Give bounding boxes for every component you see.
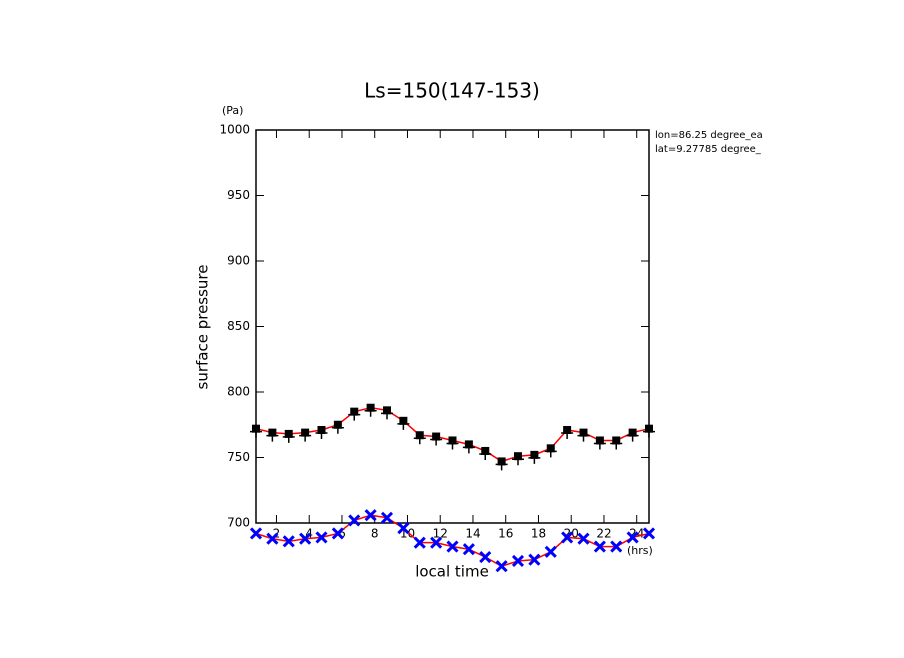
marker-plus bbox=[462, 441, 475, 454]
marker-plus bbox=[610, 437, 623, 450]
marker bbox=[413, 536, 426, 549]
marker-plus bbox=[430, 433, 443, 446]
marker-plus bbox=[250, 425, 262, 438]
marker bbox=[315, 531, 328, 544]
annotation: lat=9.27785 degree_ bbox=[655, 144, 762, 155]
x-tick-label: 6 bbox=[338, 527, 346, 541]
marker bbox=[430, 536, 443, 549]
y-tick-label: 1000 bbox=[219, 123, 250, 137]
marker-plus bbox=[446, 437, 459, 450]
marker-plus bbox=[593, 437, 606, 450]
series-line bbox=[255, 406, 650, 463]
marker-plus bbox=[299, 429, 312, 442]
marker bbox=[642, 527, 656, 540]
x-unit: (hrs) bbox=[627, 544, 653, 557]
marker-plus bbox=[348, 408, 361, 421]
y-tick-label: 900 bbox=[227, 254, 250, 268]
marker bbox=[266, 532, 279, 545]
marker bbox=[380, 511, 394, 524]
x-tick-label: 12 bbox=[433, 527, 448, 541]
marker-plus bbox=[397, 417, 410, 430]
marker bbox=[462, 543, 475, 556]
marker-plus bbox=[561, 426, 574, 439]
marker bbox=[593, 540, 606, 553]
marker bbox=[626, 531, 639, 544]
marker-plus bbox=[331, 421, 344, 434]
marker bbox=[397, 522, 410, 535]
marker bbox=[331, 527, 344, 540]
marker-plus bbox=[266, 429, 279, 442]
x-axis-label: local time bbox=[415, 563, 489, 581]
marker-plus bbox=[282, 430, 295, 443]
marker bbox=[495, 560, 508, 573]
marker bbox=[610, 540, 623, 553]
marker-plus bbox=[364, 404, 377, 417]
marker bbox=[544, 545, 557, 558]
marker bbox=[446, 540, 459, 553]
marker-plus bbox=[512, 453, 524, 466]
marker bbox=[282, 535, 295, 548]
marker bbox=[348, 514, 361, 527]
y-axis-label: surface pressure bbox=[194, 265, 212, 390]
x-tick-label: 16 bbox=[498, 527, 513, 541]
y-tick-label: 750 bbox=[227, 450, 250, 464]
marker bbox=[249, 527, 263, 540]
annotation: lon=86.25 degree_ea bbox=[655, 130, 763, 141]
y-unit: (Pa) bbox=[222, 104, 243, 117]
marker bbox=[511, 554, 525, 568]
marker bbox=[561, 531, 574, 544]
y-tick-label: 950 bbox=[227, 188, 250, 202]
marker-plus bbox=[528, 451, 541, 464]
marker-plus bbox=[413, 432, 426, 445]
x-tick-label: 18 bbox=[531, 527, 546, 541]
marker-plus bbox=[315, 426, 328, 439]
marker bbox=[299, 532, 312, 545]
y-tick-label: 850 bbox=[227, 319, 250, 333]
y-tick-label: 800 bbox=[227, 385, 250, 399]
x-tick-label: 8 bbox=[371, 527, 379, 541]
marker-plus bbox=[495, 458, 508, 471]
marker-plus bbox=[381, 407, 393, 420]
marker bbox=[528, 553, 541, 566]
marker bbox=[364, 509, 377, 522]
y-tick-label: 700 bbox=[227, 516, 250, 530]
marker bbox=[577, 532, 590, 545]
marker-plus bbox=[544, 445, 557, 458]
marker-plus bbox=[626, 429, 639, 442]
x-tick-label: 22 bbox=[596, 527, 611, 541]
marker-plus bbox=[479, 447, 492, 460]
marker-plus bbox=[577, 429, 590, 442]
plot-frame bbox=[255, 129, 650, 524]
marker-plus bbox=[643, 425, 655, 438]
x-tick-label: 14 bbox=[465, 527, 480, 541]
marker bbox=[479, 550, 492, 564]
chart-title: Ls=150(147-153) bbox=[364, 79, 540, 103]
